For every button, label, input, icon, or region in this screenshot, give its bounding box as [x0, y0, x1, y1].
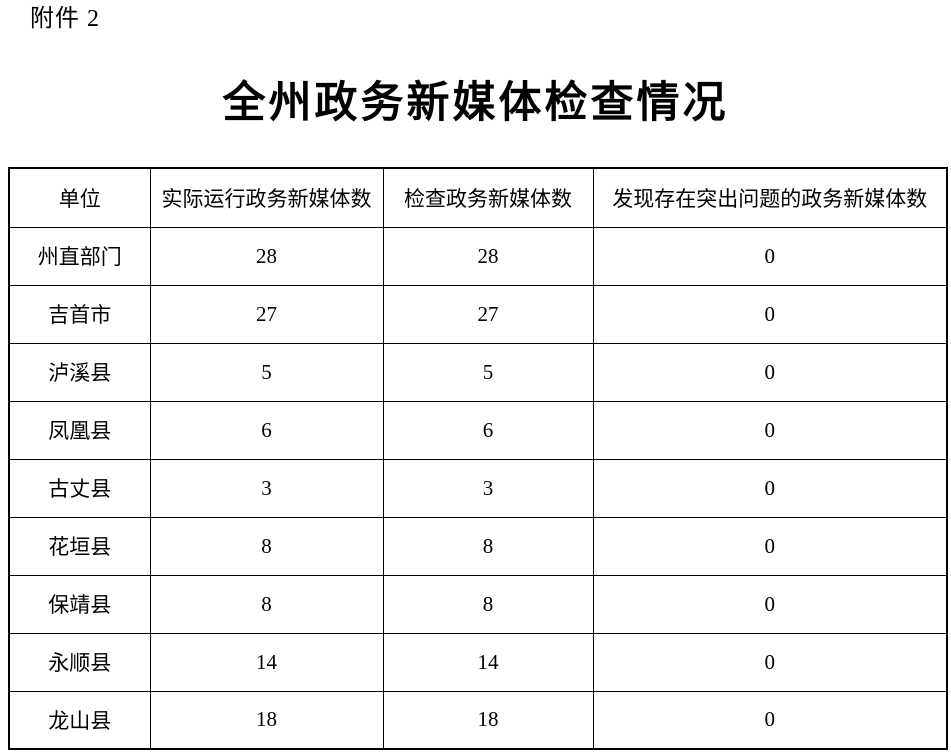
inspection-table: 单位 实际运行政务新媒体数 检查政务新媒体数 发现存在突出问题的政务新媒体数 州…: [8, 167, 948, 750]
table-row: 花垣县 8 8 0: [8, 516, 948, 576]
column-header-checked-count: 检查政务新媒体数: [382, 167, 594, 228]
page-title: 全州政务新媒体检查情况: [222, 80, 729, 127]
problem-count-cell: 0: [592, 284, 948, 344]
column-header-unit: 单位: [8, 167, 151, 228]
checked-count-cell: 6: [382, 400, 594, 460]
problem-count-cell: 0: [592, 574, 948, 634]
table-row: 古丈县 3 3 0: [8, 458, 948, 518]
unit-cell: 花垣县: [8, 516, 151, 576]
attachment-label: 附件 2: [30, 6, 100, 32]
table-header-row: 单位 实际运行政务新媒体数 检查政务新媒体数 发现存在突出问题的政务新媒体数: [8, 167, 948, 228]
problem-count-cell: 0: [592, 400, 948, 460]
unit-cell: 吉首市: [8, 284, 151, 344]
actual-count-cell: 3: [149, 458, 384, 518]
table-row: 泸溪县 5 5 0: [8, 342, 948, 402]
unit-cell: 龙山县: [8, 690, 151, 750]
actual-count-cell: 28: [149, 226, 384, 286]
unit-cell: 古丈县: [8, 458, 151, 518]
unit-cell: 凤凰县: [8, 400, 151, 460]
table-row: 龙山县 18 18 0: [8, 690, 948, 750]
actual-count-cell: 5: [149, 342, 384, 402]
table-row: 凤凰县 6 6 0: [8, 400, 948, 460]
unit-cell: 州直部门: [8, 226, 151, 286]
table-row: 吉首市 27 27 0: [8, 284, 948, 344]
actual-count-cell: 8: [149, 516, 384, 576]
table-row: 永顺县 14 14 0: [8, 632, 948, 692]
table-row: 州直部门 28 28 0: [8, 226, 948, 286]
column-header-problem-count: 发现存在突出问题的政务新媒体数: [592, 167, 948, 228]
unit-cell: 泸溪县: [8, 342, 151, 402]
unit-cell: 永顺县: [8, 632, 151, 692]
actual-count-cell: 18: [149, 690, 384, 750]
unit-cell: 保靖县: [8, 574, 151, 634]
checked-count-cell: 18: [382, 690, 594, 750]
checked-count-cell: 14: [382, 632, 594, 692]
actual-count-cell: 27: [149, 284, 384, 344]
checked-count-cell: 27: [382, 284, 594, 344]
column-header-actual-count: 实际运行政务新媒体数: [149, 167, 384, 228]
problem-count-cell: 0: [592, 632, 948, 692]
problem-count-cell: 0: [592, 690, 948, 750]
problem-count-cell: 0: [592, 226, 948, 286]
actual-count-cell: 14: [149, 632, 384, 692]
checked-count-cell: 28: [382, 226, 594, 286]
actual-count-cell: 6: [149, 400, 384, 460]
problem-count-cell: 0: [592, 342, 948, 402]
problem-count-cell: 0: [592, 516, 948, 576]
checked-count-cell: 3: [382, 458, 594, 518]
actual-count-cell: 8: [149, 574, 384, 634]
checked-count-cell: 8: [382, 516, 594, 576]
checked-count-cell: 8: [382, 574, 594, 634]
problem-count-cell: 0: [592, 458, 948, 518]
checked-count-cell: 5: [382, 342, 594, 402]
table-row: 保靖县 8 8 0: [8, 574, 948, 634]
